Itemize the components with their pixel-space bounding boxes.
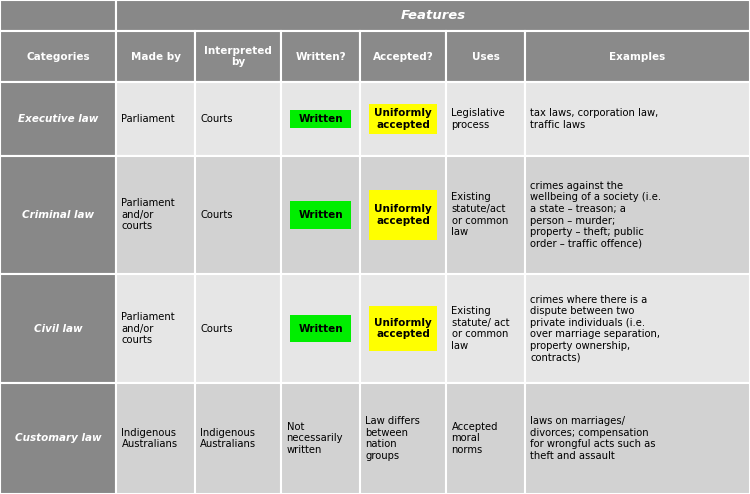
Text: Parliament: Parliament <box>122 114 175 124</box>
Bar <box>290 110 351 128</box>
Bar <box>0 274 116 383</box>
Text: Uses: Uses <box>472 51 500 62</box>
Bar <box>360 31 446 82</box>
Text: Indigenous
Australians: Indigenous Australians <box>122 428 178 449</box>
Bar <box>290 201 351 229</box>
Bar <box>116 82 195 156</box>
Bar <box>525 274 750 383</box>
Text: Existing
statute/act
or common
law: Existing statute/act or common law <box>452 193 508 237</box>
Text: Uniformly
accepted: Uniformly accepted <box>374 204 432 226</box>
Bar <box>446 82 525 156</box>
Bar <box>0 82 116 156</box>
Bar <box>281 274 360 383</box>
Text: Written: Written <box>298 210 343 220</box>
Bar <box>525 156 750 274</box>
Text: tax laws, corporation law,
traffic laws: tax laws, corporation law, traffic laws <box>530 108 658 130</box>
Text: Uniformly
accepted: Uniformly accepted <box>374 108 432 130</box>
Bar <box>116 383 195 494</box>
Bar <box>195 274 281 383</box>
Text: Executive law: Executive law <box>18 114 98 124</box>
Text: Civil law: Civil law <box>34 324 82 333</box>
Text: Courts: Courts <box>200 210 232 220</box>
Bar <box>370 190 436 240</box>
Text: Law differs
between
nation
groups: Law differs between nation groups <box>365 416 420 461</box>
Text: Examples: Examples <box>609 51 666 62</box>
Text: Written: Written <box>298 114 343 124</box>
Bar <box>360 383 446 494</box>
Bar <box>360 274 446 383</box>
Bar <box>370 104 436 134</box>
Bar <box>116 156 195 274</box>
Bar <box>281 383 360 494</box>
Bar <box>360 82 446 156</box>
Bar <box>281 156 360 274</box>
Text: Indigenous
Australians: Indigenous Australians <box>200 428 256 449</box>
Bar <box>360 156 446 274</box>
Bar <box>446 383 525 494</box>
Text: Parliament
and/or
courts: Parliament and/or courts <box>122 198 175 232</box>
Text: Courts: Courts <box>200 324 232 333</box>
Text: Uniformly
accepted: Uniformly accepted <box>374 318 432 339</box>
Bar <box>116 0 750 31</box>
Bar <box>446 31 525 82</box>
Bar <box>116 274 195 383</box>
Text: crimes where there is a
dispute between two
private individuals (i.e.
over marri: crimes where there is a dispute between … <box>530 294 660 363</box>
Text: Existing
statute/ act
or common
law: Existing statute/ act or common law <box>452 306 509 351</box>
Bar <box>525 383 750 494</box>
Text: Interpreted
by: Interpreted by <box>204 46 272 67</box>
Text: Not
necessarily
written: Not necessarily written <box>286 422 343 455</box>
Bar <box>281 31 360 82</box>
Text: Written: Written <box>298 324 343 333</box>
Bar <box>525 82 750 156</box>
Bar <box>195 82 281 156</box>
Bar <box>446 156 525 274</box>
Text: laws on marriages/
divorces; compensation
for wrongful acts such as
theft and as: laws on marriages/ divorces; compensatio… <box>530 416 656 461</box>
Text: crimes against the
wellbeing of a society (i.e.
a state – treason; a
person – mu: crimes against the wellbeing of a societ… <box>530 181 662 249</box>
Bar <box>116 31 195 82</box>
Bar <box>195 383 281 494</box>
Bar <box>195 31 281 82</box>
Text: Accepted
moral
norms: Accepted moral norms <box>452 422 498 455</box>
Bar <box>446 274 525 383</box>
Text: Legislative
process: Legislative process <box>452 108 506 130</box>
Bar <box>195 156 281 274</box>
Bar <box>0 156 116 274</box>
Text: Courts: Courts <box>200 114 232 124</box>
Text: Made by: Made by <box>130 51 181 62</box>
Bar <box>290 316 351 341</box>
Text: Categories: Categories <box>26 51 90 62</box>
Text: Criminal law: Criminal law <box>22 210 94 220</box>
Bar <box>281 82 360 156</box>
Text: Parliament
and/or
courts: Parliament and/or courts <box>122 312 175 345</box>
Text: Written?: Written? <box>296 51 346 62</box>
Bar <box>0 383 116 494</box>
Bar <box>370 306 436 351</box>
Bar <box>0 0 116 31</box>
Text: Customary law: Customary law <box>15 433 101 444</box>
Bar <box>0 31 116 82</box>
Bar <box>525 31 750 82</box>
Text: Features: Features <box>400 9 466 22</box>
Text: Accepted?: Accepted? <box>373 51 434 62</box>
